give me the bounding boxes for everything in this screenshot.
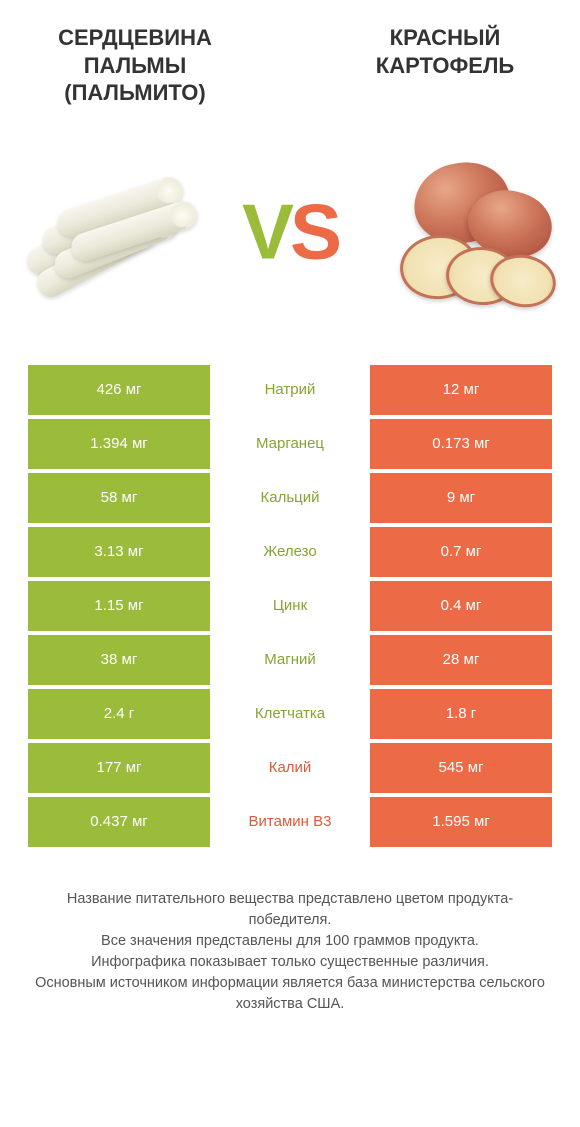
value-right: 1.595 мг [370,797,552,847]
value-left: 426 мг [28,365,210,415]
footer-line: Основным источником информации является … [28,973,552,1015]
vs-v: V [242,187,290,275]
value-left: 1.394 мг [28,419,210,469]
table-row: 177 мгКалий545 мг [28,743,552,793]
value-right: 12 мг [370,365,552,415]
value-left: 3.13 мг [28,527,210,577]
nutrient-label: Магний [210,635,370,685]
value-right: 545 мг [370,743,552,793]
value-left: 1.15 мг [28,581,210,631]
value-right: 0.4 мг [370,581,552,631]
value-left: 177 мг [28,743,210,793]
potato-icon [390,157,560,307]
table-row: 1.394 мгМарганец0.173 мг [28,419,552,469]
value-left: 2.4 г [28,689,210,739]
footer-line: Все значения представлены для 100 граммо… [28,931,552,952]
nutrient-label: Железо [210,527,370,577]
value-left: 38 мг [28,635,210,685]
nutrient-label: Кальций [210,473,370,523]
footer-line: Название питательного вещества представл… [28,889,552,931]
table-row: 426 мгНатрий12 мг [28,365,552,415]
header: Сердцевина пальмы (Пальмито) Красный кар… [0,0,580,117]
value-left: 58 мг [28,473,210,523]
food-image-right [390,152,560,312]
value-right: 0.173 мг [370,419,552,469]
title-left: Сердцевина пальмы (Пальмито) [30,24,240,107]
nutrient-label: Витамин B3 [210,797,370,847]
value-right: 9 мг [370,473,552,523]
footer-line: Инфографика показывает только существенн… [28,952,552,973]
table-row: 58 мгКальций9 мг [28,473,552,523]
value-right: 0.7 мг [370,527,552,577]
title-right: Красный картофель [340,24,550,107]
nutrient-label: Клетчатка [210,689,370,739]
table-row: 38 мгМагний28 мг [28,635,552,685]
value-right: 1.8 г [370,689,552,739]
vs-s: S [290,187,338,275]
value-left: 0.437 мг [28,797,210,847]
table-row: 1.15 мгЦинк0.4 мг [28,581,552,631]
hero: VS [20,117,560,347]
table-row: 2.4 гКлетчатка1.8 г [28,689,552,739]
vs-label: VS [242,186,338,277]
nutrient-label: Цинк [210,581,370,631]
table-row: 0.437 мгВитамин B31.595 мг [28,797,552,847]
nutrient-label: Натрий [210,365,370,415]
comparison-table: 426 мгНатрий12 мг1.394 мгМарганец0.173 м… [28,365,552,847]
footer-note: Название питательного вещества представл… [28,889,552,1015]
food-image-left [20,152,190,312]
palmito-icon [25,167,185,297]
nutrient-label: Марганец [210,419,370,469]
value-right: 28 мг [370,635,552,685]
table-row: 3.13 мгЖелезо0.7 мг [28,527,552,577]
nutrient-label: Калий [210,743,370,793]
